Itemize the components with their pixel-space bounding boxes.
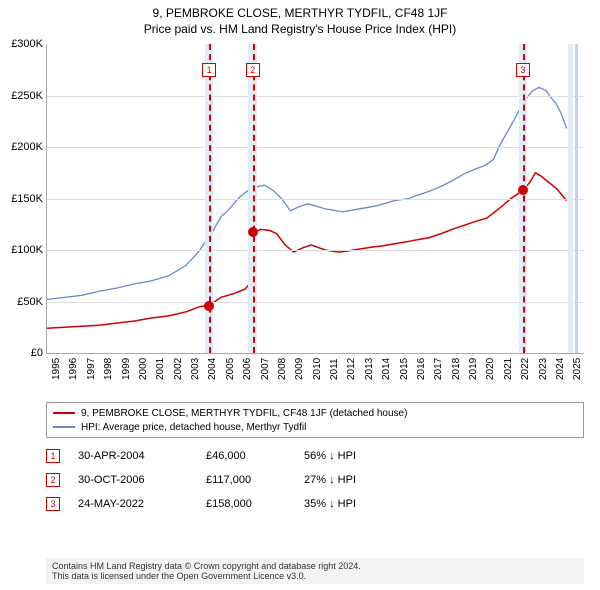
sales-row: 1 30-APR-2004 £46,000 56% ↓ HPI [46, 444, 584, 468]
sale-date: 30-OCT-2006 [78, 474, 188, 486]
series-line [47, 87, 567, 299]
x-axis-tick: 2000 [138, 358, 149, 380]
x-axis-tick: 2020 [485, 358, 496, 380]
x-axis-tick: 1999 [121, 358, 132, 380]
x-axis-tick: 2010 [312, 358, 323, 380]
y-axis-tick: £100K [1, 244, 43, 256]
legend-swatch [53, 426, 75, 428]
legend-row: HPI: Average price, detached house, Mert… [53, 420, 577, 434]
y-axis-tick: £0 [1, 347, 43, 359]
sale-price: £46,000 [206, 450, 286, 462]
price-chart: £0£50K£100K£150K£200K£250K£300K199519961… [46, 44, 584, 354]
edge-band [568, 44, 572, 353]
sales-table: 1 30-APR-2004 £46,000 56% ↓ HPI 2 30-OCT… [46, 444, 584, 516]
x-axis-tick: 2001 [155, 358, 166, 380]
credit-line: This data is licensed under the Open Gov… [52, 571, 578, 581]
sale-marker-box: 3 [46, 497, 60, 511]
x-axis-tick: 2017 [433, 358, 444, 380]
legend-swatch [53, 412, 75, 414]
x-axis-tick: 2025 [572, 358, 583, 380]
grid-line [47, 250, 584, 251]
sale-marker-line [523, 44, 525, 353]
sales-row: 3 24-MAY-2022 £158,000 35% ↓ HPI [46, 492, 584, 516]
grid-line [47, 302, 584, 303]
x-axis-tick: 2012 [346, 358, 357, 380]
x-axis-tick: 1995 [51, 358, 62, 380]
sale-dot [248, 227, 258, 237]
sale-marker-label: 2 [246, 63, 260, 77]
x-axis-tick: 2005 [225, 358, 236, 380]
x-axis-tick: 2015 [399, 358, 410, 380]
x-axis-tick: 2007 [260, 358, 271, 380]
sale-date: 30-APR-2004 [78, 450, 188, 462]
sale-marker-label: 1 [202, 63, 216, 77]
legend-label: HPI: Average price, detached house, Mert… [81, 422, 306, 433]
x-axis-tick: 2014 [381, 358, 392, 380]
y-axis-tick: £300K [1, 38, 43, 50]
grid-line [47, 199, 584, 200]
x-axis-tick: 2008 [277, 358, 288, 380]
credit-block: Contains HM Land Registry data © Crown c… [46, 558, 584, 584]
grid-line [47, 96, 584, 97]
legend-row: 9, PEMBROKE CLOSE, MERTHYR TYDFIL, CF48 … [53, 406, 577, 420]
x-axis-tick: 1996 [68, 358, 79, 380]
legend-label: 9, PEMBROKE CLOSE, MERTHYR TYDFIL, CF48 … [81, 408, 407, 419]
x-axis-tick: 2009 [294, 358, 305, 380]
y-axis-tick: £200K [1, 141, 43, 153]
series-legend: 9, PEMBROKE CLOSE, MERTHYR TYDFIL, CF48 … [46, 402, 584, 438]
sale-marker-label: 3 [516, 63, 530, 77]
sale-date: 24-MAY-2022 [78, 498, 188, 510]
chart-title: 9, PEMBROKE CLOSE, MERTHYR TYDFIL, CF48 … [0, 6, 600, 20]
sale-vs-hpi: 35% ↓ HPI [304, 498, 424, 510]
edge-band [575, 44, 578, 353]
y-axis-tick: £250K [1, 90, 43, 102]
grid-line [47, 147, 584, 148]
x-axis-tick: 2006 [242, 358, 253, 380]
x-axis-tick: 2011 [329, 358, 340, 380]
x-axis-tick: 2013 [364, 358, 375, 380]
sale-marker-line [253, 44, 255, 353]
chart-subtitle: Price paid vs. HM Land Registry's House … [0, 20, 600, 40]
x-axis-tick: 2018 [451, 358, 462, 380]
sale-marker-box: 2 [46, 473, 60, 487]
sales-row: 2 30-OCT-2006 £117,000 27% ↓ HPI [46, 468, 584, 492]
sale-vs-hpi: 27% ↓ HPI [304, 474, 424, 486]
x-axis-tick: 2024 [555, 358, 566, 380]
x-axis-tick: 2003 [190, 358, 201, 380]
y-axis-tick: £50K [1, 296, 43, 308]
sale-vs-hpi: 56% ↓ HPI [304, 450, 424, 462]
x-axis-tick: 2002 [173, 358, 184, 380]
sale-price: £158,000 [206, 498, 286, 510]
chart-title-block: 9, PEMBROKE CLOSE, MERTHYR TYDFIL, CF48 … [0, 0, 600, 40]
sale-dot [204, 301, 214, 311]
x-axis-tick: 2019 [468, 358, 479, 380]
x-axis-tick: 2022 [520, 358, 531, 380]
y-axis-tick: £150K [1, 193, 43, 205]
x-axis-tick: 1997 [86, 358, 97, 380]
sale-price: £117,000 [206, 474, 286, 486]
sale-dot [518, 185, 528, 195]
x-axis-tick: 2021 [503, 358, 514, 380]
credit-line: Contains HM Land Registry data © Crown c… [52, 561, 578, 571]
x-axis-tick: 2016 [416, 358, 427, 380]
x-axis-tick: 2023 [538, 358, 549, 380]
x-axis-tick: 2004 [207, 358, 218, 380]
sale-marker-box: 1 [46, 449, 60, 463]
x-axis-tick: 1998 [103, 358, 114, 380]
